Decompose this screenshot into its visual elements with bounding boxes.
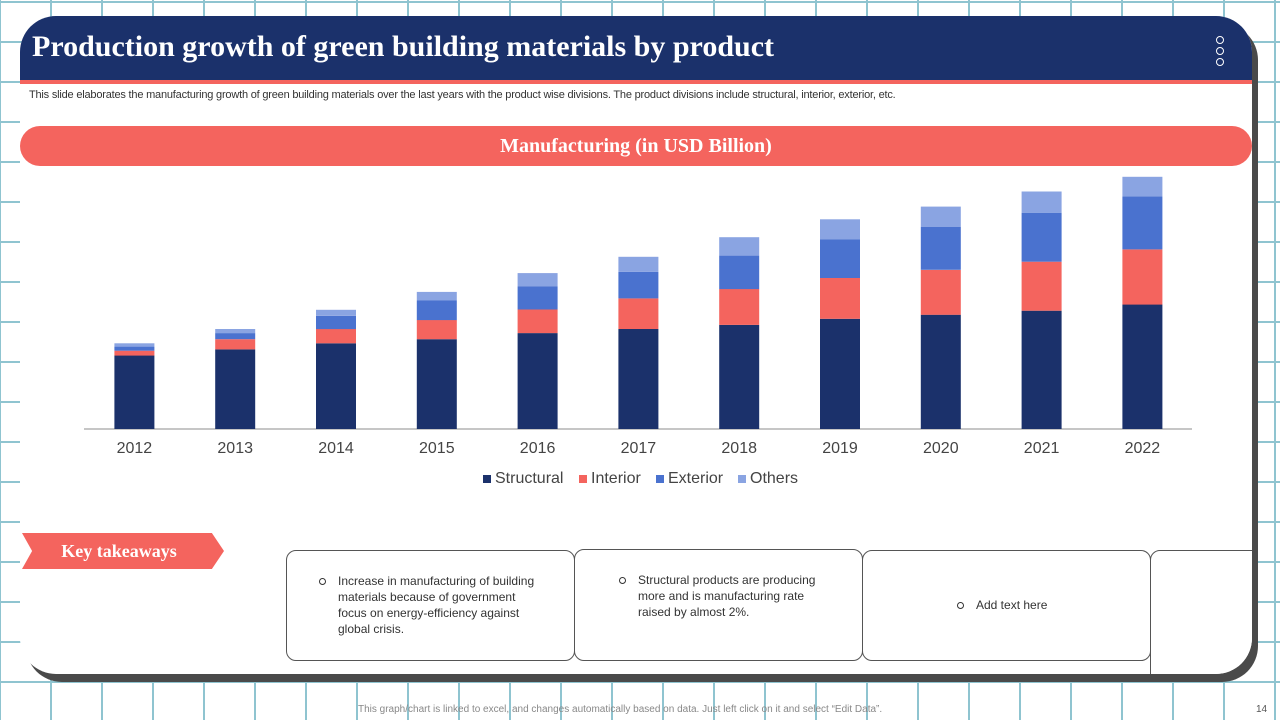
legend-swatch-structural <box>483 475 491 483</box>
bar-interior-2022 <box>1122 249 1163 305</box>
bar-exterior-2014 <box>316 316 356 330</box>
bar-structural-2022 <box>1122 304 1163 429</box>
x-tick-label: 2020 <box>923 440 959 457</box>
takeaway-text-3: Add text here <box>976 598 1048 612</box>
takeaway-box-3: Add text here <box>862 550 1151 661</box>
bar-structural-2015 <box>416 339 457 429</box>
circle-bullet-icon <box>957 602 964 609</box>
bar-interior-2017 <box>618 298 659 329</box>
slide-card: Production growth of green building mate… <box>20 16 1252 674</box>
bar-others-2017 <box>618 256 659 272</box>
bar-others-2022 <box>1122 176 1163 197</box>
stacked-bar-chart: 2012 2013 2014 2015 2016 2017 2018 2019 2020 2021… <box>84 176 1192 487</box>
bar-interior-2018 <box>719 289 760 325</box>
chart-title: Manufacturing (in USD Billion) <box>500 135 772 157</box>
circle-bullet-icon <box>319 578 326 585</box>
legend-label-others: Others <box>750 470 798 487</box>
x-tick-label: 2022 <box>1125 440 1161 457</box>
bar-interior-2014 <box>316 329 356 344</box>
footer-note: This graph/chart is linked to excel, and… <box>358 704 883 715</box>
bar-structural-2020 <box>920 314 961 429</box>
bar-exterior-2012 <box>114 346 155 351</box>
bar-exterior-2022 <box>1122 196 1163 250</box>
vertical-dots-icon[interactable] <box>1216 36 1226 66</box>
bar-interior-2016 <box>517 309 558 334</box>
bar-others-2013 <box>215 329 256 334</box>
takeaway-item: Add text here <box>957 597 1117 613</box>
takeaway-text-1: Increase in manufacturing of building ma… <box>338 574 535 636</box>
bar-others-2014 <box>316 309 356 316</box>
x-tick-label: 2015 <box>419 440 455 457</box>
page-number: 14 <box>1256 704 1268 715</box>
bar-interior-2021 <box>1021 261 1062 311</box>
takeaway-box-4 <box>1150 550 1252 674</box>
takeaway-item: Structural products are producing more a… <box>619 572 834 620</box>
bar-exterior-2016 <box>517 286 558 310</box>
bar-interior-2020 <box>920 269 961 315</box>
legend-swatch-others <box>738 475 746 483</box>
header-bar: Production growth of green building mate… <box>20 16 1252 84</box>
x-tick-label: 2016 <box>520 440 556 457</box>
x-tick-label: 2019 <box>822 440 858 457</box>
takeaway-item: Increase in manufacturing of building ma… <box>319 573 539 637</box>
takeaway-box-2: Structural products are producing more a… <box>574 549 863 661</box>
bar-structural-2017 <box>618 329 659 429</box>
bar-structural-2019 <box>820 318 860 429</box>
bar-structural-2013 <box>215 349 256 429</box>
key-takeaways-label: Key takeaways <box>61 541 177 561</box>
bar-interior-2013 <box>215 339 256 350</box>
x-tick-label: 2018 <box>721 440 757 457</box>
legend-swatch-interior <box>579 475 587 483</box>
chart-title-banner: Manufacturing (in USD Billion) <box>20 126 1252 166</box>
bar-interior-2019 <box>820 278 860 319</box>
bar-interior-2015 <box>416 320 457 340</box>
x-tick-label: 2012 <box>117 440 153 457</box>
x-tick-label: 2013 <box>217 440 253 457</box>
x-tick-label: 2017 <box>621 440 657 457</box>
bar-exterior-2017 <box>618 271 659 299</box>
legend-label-exterior: Exterior <box>668 470 724 487</box>
bar-exterior-2020 <box>920 227 961 270</box>
bar-structural-2014 <box>316 343 356 429</box>
bar-exterior-2021 <box>1021 212 1062 262</box>
bar-structural-2016 <box>517 333 558 429</box>
bar-interior-2012 <box>114 350 155 356</box>
bar-others-2018 <box>719 237 760 256</box>
bar-exterior-2015 <box>416 300 457 321</box>
legend-label-interior: Interior <box>591 470 641 487</box>
bar-exterior-2019 <box>820 239 860 278</box>
bar-others-2021 <box>1021 191 1062 213</box>
bar-structural-2018 <box>719 324 760 429</box>
x-tick-label: 2014 <box>318 440 354 457</box>
bar-structural-2021 <box>1021 310 1062 429</box>
takeaway-text-2: Structural products are producing more a… <box>638 573 816 619</box>
bar-others-2012 <box>114 343 155 347</box>
bar-others-2019 <box>820 219 860 240</box>
legend-swatch-exterior <box>656 475 664 483</box>
bar-structural-2012 <box>114 355 155 429</box>
bar-exterior-2013 <box>215 333 256 340</box>
bar-others-2020 <box>920 206 961 227</box>
bar-exterior-2018 <box>719 255 760 290</box>
page-title: Production growth of green building mate… <box>32 30 775 63</box>
bar-others-2016 <box>517 273 558 287</box>
takeaway-box-1: Increase in manufacturing of building ma… <box>286 550 575 661</box>
slide-description: This slide elaborates the manufacturing … <box>29 89 896 101</box>
legend-label-structural: Structural <box>495 470 563 487</box>
circle-bullet-icon <box>619 577 626 584</box>
key-takeaways-tag: Key takeaways <box>22 533 224 569</box>
bar-others-2015 <box>416 291 457 301</box>
x-tick-label: 2021 <box>1024 440 1060 457</box>
